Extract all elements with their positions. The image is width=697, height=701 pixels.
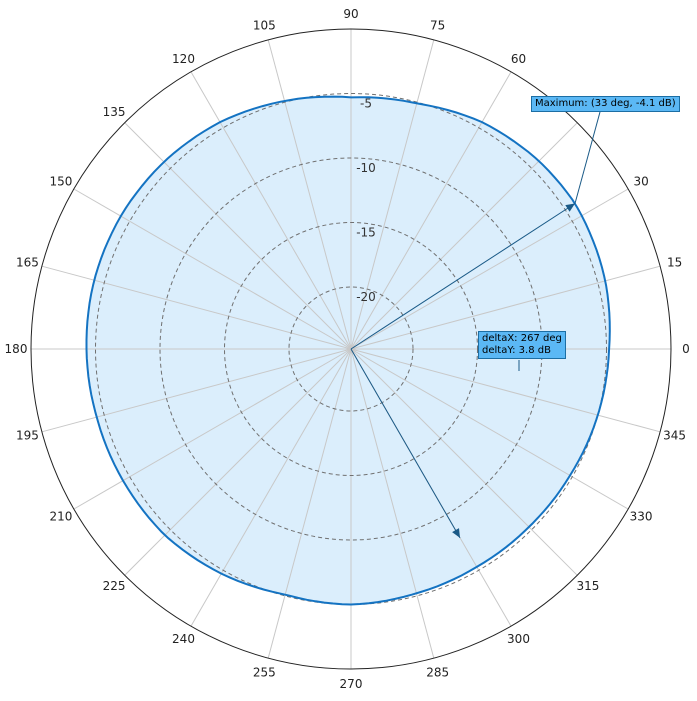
angle-tick-label-345: 345 [663, 429, 686, 443]
ring--20 [288, 286, 414, 412]
radial-tick-label--10: -10 [356, 161, 376, 175]
angle-tick-label-270: 270 [340, 677, 363, 691]
delta-callout: deltaX: 267 deg deltaY: 3.8 dB [478, 331, 566, 359]
spoke-240 [190, 348, 352, 627]
radial-tick-label--20: -20 [356, 290, 376, 304]
spoke-105 [267, 39, 352, 350]
angle-tick-label-195: 195 [16, 429, 39, 443]
angle-tick-label-135: 135 [103, 105, 126, 119]
axis-labels: 0 15 30 60 75 90 105 120 135 150 165 180 195 210 225 24… [5, 7, 690, 691]
spoke-75 [350, 39, 435, 350]
angle-tick-label-285: 285 [426, 666, 449, 680]
delta-x-text: deltaX: 267 deg [482, 333, 562, 344]
ring--15 [224, 222, 478, 476]
angle-tick-label-210: 210 [49, 510, 72, 524]
angle-tick-label-180: 180 [5, 342, 28, 356]
spoke-345 [350, 348, 661, 433]
delta-y-text: deltaY: 3.8 dB [482, 345, 551, 356]
spoke-315 [350, 348, 578, 576]
angle-tick-label-75: 75 [430, 18, 445, 32]
spoke-330 [350, 348, 629, 510]
angle-tick-label-315: 315 [576, 579, 599, 593]
spoke-210 [73, 348, 352, 510]
angle-tick-label-240: 240 [172, 632, 195, 646]
maximum-callout: Maximum: (33 deg, -4.1 dB) [531, 96, 680, 112]
marker-arrow-0 [565, 203, 575, 212]
spoke-60 [350, 71, 512, 350]
angle-tick-label-60: 60 [511, 52, 526, 66]
radial-tick-label--15: -15 [356, 226, 376, 240]
angle-tick-label-120: 120 [172, 52, 195, 66]
angle-tick-label-165: 165 [16, 255, 39, 269]
angle-tick-label-150: 150 [49, 175, 72, 189]
angle-tick-label-0: 0 [682, 342, 690, 356]
pattern-trace-layer [85, 95, 611, 606]
spoke-285 [350, 348, 435, 659]
angle-tick-label-330: 330 [630, 510, 653, 524]
marker-layer [350, 111, 601, 539]
angle-tick-label-105: 105 [253, 18, 276, 32]
spoke-120 [190, 71, 352, 350]
angle-tick-label-30: 30 [633, 175, 648, 189]
marker-line-1 [350, 348, 461, 539]
outer-ring [30, 28, 672, 670]
spoke-45 [350, 122, 578, 350]
marker-line-0 [350, 203, 576, 350]
maximum-leader [574, 111, 601, 204]
spoke-15 [350, 265, 661, 350]
spoke-135 [124, 122, 352, 350]
spoke-195 [41, 348, 352, 433]
radial-tick-label--5: -5 [360, 97, 372, 111]
angle-tick-label-90: 90 [343, 7, 358, 21]
marker-arrow-1 [452, 528, 460, 538]
pattern-trace [85, 95, 611, 606]
spoke-255 [267, 348, 352, 659]
maximum-callout-text: Maximum: (33 deg, -4.1 dB) [535, 98, 676, 109]
angle-tick-label-255: 255 [253, 666, 276, 680]
angle-tick-label-225: 225 [103, 579, 126, 593]
spoke-225 [124, 348, 352, 576]
angle-tick-label-15: 15 [667, 255, 682, 269]
angle-tick-label-300: 300 [507, 632, 530, 646]
